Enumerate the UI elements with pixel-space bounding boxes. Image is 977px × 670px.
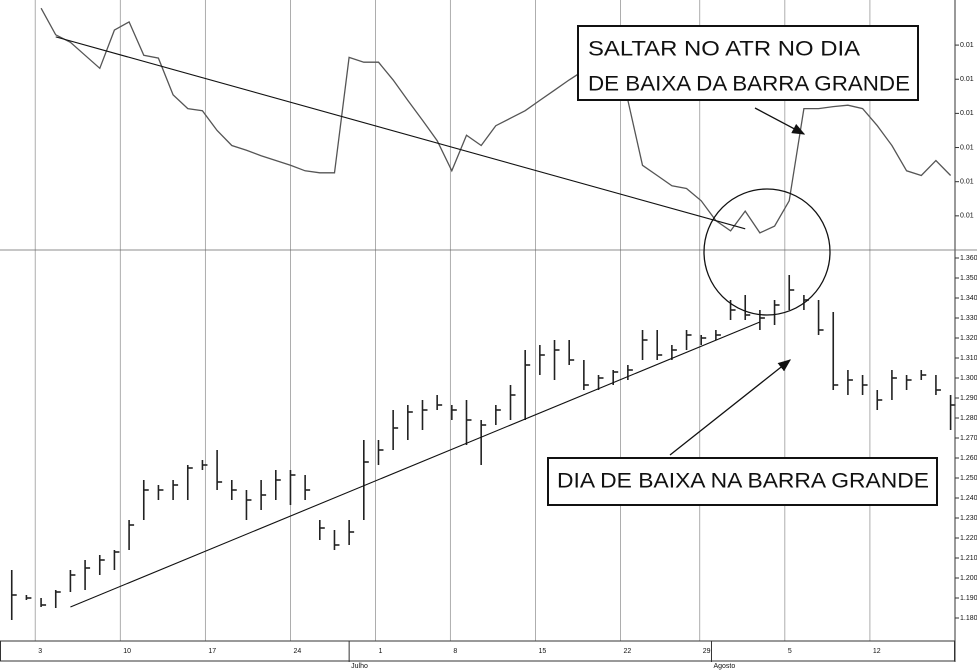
y-tick-label: 1.190 [960, 595, 977, 602]
x-tick-label: 3 [38, 648, 42, 655]
y-tick-label: 1.290 [960, 395, 977, 402]
annotation-box [577, 25, 919, 101]
month-label: Julho [351, 663, 368, 670]
arrow [669, 359, 792, 456]
y-tick-label: 1.310 [960, 355, 977, 362]
highlight-circle [703, 188, 831, 316]
x-tick-label: 22 [624, 648, 632, 655]
y-tick-label: 1.220 [960, 535, 977, 542]
annotation: SALTAR NO ATR NO DIA [588, 38, 860, 61]
y-tick-label: 1.200 [960, 575, 977, 582]
x-tick-label: 15 [538, 648, 546, 655]
x-tick-label: 5 [788, 648, 792, 655]
y-tick-label: 1.250 [960, 475, 977, 482]
month-label: Agosto [713, 663, 735, 670]
y-tick-label: 1.270 [960, 435, 977, 442]
y-tick-label: 1.340 [960, 295, 977, 302]
y-tick-label: 1.180 [960, 615, 977, 622]
atr-line [40, 7, 952, 234]
y-tick-label: 0.01 [960, 213, 974, 220]
y-tick-label: 1.360 [960, 255, 977, 262]
x-tick-label: 12 [873, 648, 881, 655]
y-tick-label: 0.01 [960, 42, 974, 49]
y-tick-label: 1.350 [960, 275, 977, 282]
x-tick-label: 8 [453, 648, 457, 655]
y-tick-label: 0.01 [960, 76, 974, 83]
x-tick-label: 1 [379, 648, 383, 655]
annotation: DE BAIXA DA BARRA GRANDE [588, 73, 910, 96]
y-tick-label: 1.300 [960, 375, 977, 382]
x-tick-label: 10 [123, 648, 131, 655]
trendline [55, 36, 746, 230]
y-tick-label: 1.240 [960, 495, 977, 502]
y-tick-label: 0.01 [960, 144, 974, 151]
y-tick-label: 0.01 [960, 110, 974, 117]
y-tick-label: 1.330 [960, 315, 977, 322]
marks [10, 7, 956, 620]
y-tick-label: 1.210 [960, 555, 977, 562]
y-tick-label: 1.280 [960, 415, 977, 422]
x-axis-strip [0, 640, 955, 662]
y-tick-label: 0.01 [960, 179, 974, 186]
arrow [754, 107, 806, 135]
y-tick-label: 1.230 [960, 515, 977, 522]
x-tick-label: 17 [208, 648, 216, 655]
y-tick-label: 1.320 [960, 335, 977, 342]
trendline [70, 321, 761, 608]
grid: 0.01 0.01 0.01 0.01 0.01 0.01 1.360 1.350 1.340 1… [34, 0, 977, 670]
annotation: DIA DE BAIXA NA BARRA GRANDE [557, 470, 929, 493]
annotation-box [547, 457, 938, 506]
x-tick-label: 24 [293, 648, 301, 655]
y-tick-label: 1.260 [960, 455, 977, 462]
x-tick-label: 29 [703, 648, 711, 655]
